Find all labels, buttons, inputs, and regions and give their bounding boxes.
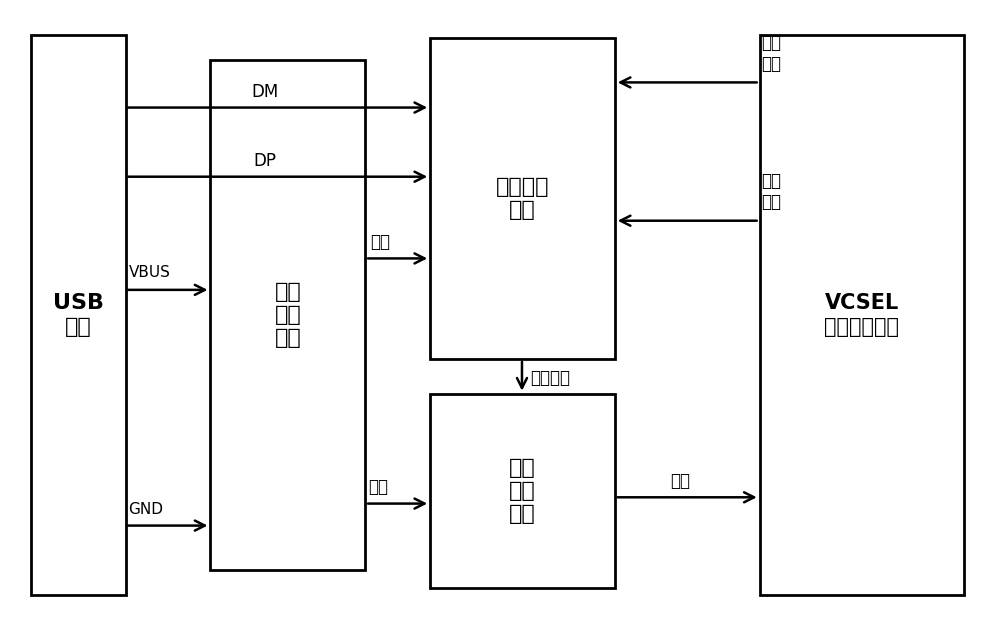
Text: 控制
信号: 控制 信号 — [762, 173, 782, 211]
Text: VCSEL
激光驱动电路: VCSEL 激光驱动电路 — [824, 294, 899, 336]
Text: DM: DM — [252, 83, 279, 101]
Text: USB
接口: USB 接口 — [53, 294, 104, 336]
Bar — [430, 38, 615, 359]
Text: 采样
反馈: 采样 反馈 — [762, 34, 782, 73]
Text: 储能
保护
电路: 储能 保护 电路 — [509, 458, 536, 524]
Text: GND: GND — [129, 502, 164, 517]
Text: 控制信号: 控制信号 — [530, 369, 570, 387]
Bar — [760, 35, 964, 595]
Bar — [210, 60, 365, 570]
Text: VBUS: VBUS — [129, 265, 170, 280]
Text: DP: DP — [254, 152, 277, 171]
Bar — [430, 394, 615, 588]
Bar — [31, 35, 126, 595]
Text: 微处理器
单元: 微处理器 单元 — [496, 177, 549, 220]
Text: 电流: 电流 — [370, 233, 390, 251]
Text: 电源
处理
模块: 电源 处理 模块 — [274, 282, 301, 348]
Text: 电流: 电流 — [368, 478, 388, 496]
Text: 电流: 电流 — [670, 472, 690, 490]
